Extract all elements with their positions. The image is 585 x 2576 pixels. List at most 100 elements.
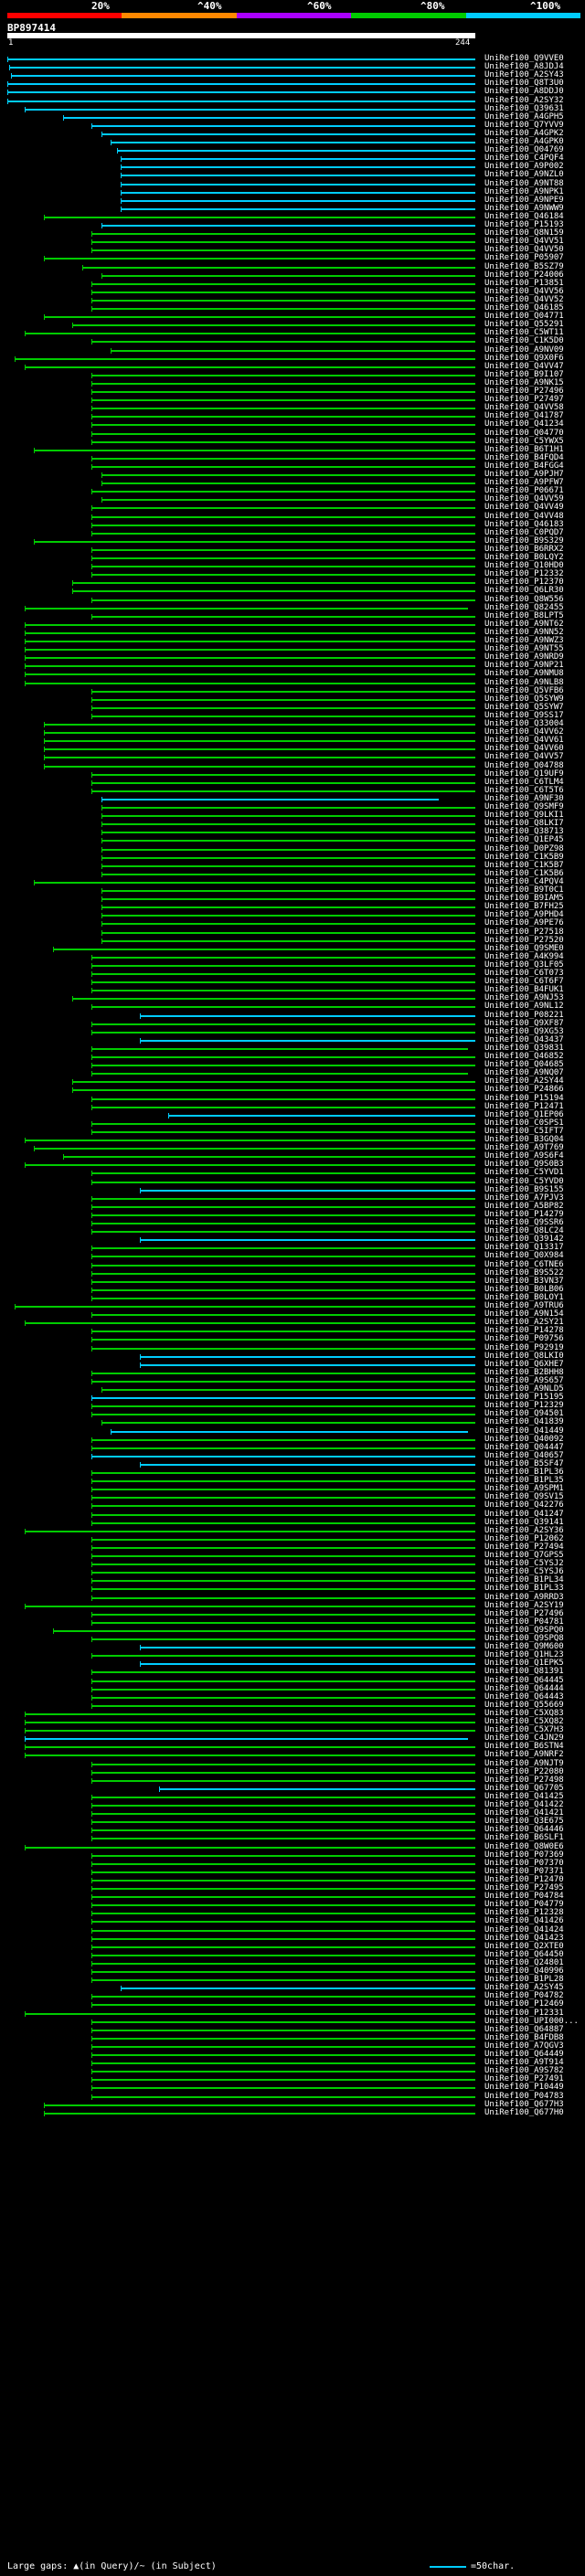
- hit-row[interactable]: UniRef100_B6STN4: [0, 1743, 585, 1751]
- hit-row[interactable]: UniRef100_P13851: [0, 279, 585, 288]
- hit-row[interactable]: UniRef100_P15194: [0, 1094, 585, 1103]
- hit-row[interactable]: UniRef100_P12370: [0, 578, 585, 587]
- hit-row[interactable]: UniRef100_P27496: [0, 387, 585, 396]
- hit-label[interactable]: UniRef100_B6SLF1: [484, 1833, 564, 1843]
- hit-label[interactable]: UniRef100_Q9VVE0: [484, 54, 564, 63]
- hit-row[interactable]: UniRef100_C5XQ82: [0, 1718, 585, 1726]
- hit-label[interactable]: UniRef100_A9S657: [484, 1375, 564, 1385]
- hit-row[interactable]: UniRef100_Q33004: [0, 720, 585, 728]
- hit-row[interactable]: UniRef100_P10449: [0, 2083, 585, 2092]
- hit-label[interactable]: UniRef100_Q41247: [484, 1509, 564, 1519]
- hit-label[interactable]: UniRef100_Q4VV52: [484, 294, 564, 304]
- hit-label[interactable]: UniRef100_C6T5T6: [484, 785, 564, 795]
- hit-label[interactable]: UniRef100_P27496: [484, 1608, 564, 1618]
- hit-row[interactable]: UniRef100_Q13317: [0, 1244, 585, 1252]
- hit-label[interactable]: UniRef100_Q10HD0: [484, 561, 564, 571]
- hit-label[interactable]: UniRef100_Q64446: [484, 1825, 564, 1835]
- hit-label[interactable]: UniRef100_P27491: [484, 2074, 564, 2084]
- hit-label[interactable]: UniRef100_C0PQD7: [484, 527, 564, 537]
- hit-row[interactable]: UniRef100_Q82455: [0, 603, 585, 612]
- hit-row[interactable]: UniRef100_Q9SPQ8: [0, 1635, 585, 1643]
- hit-label[interactable]: UniRef100_B4FGG4: [484, 461, 564, 471]
- hit-label[interactable]: UniRef100_P05907: [484, 253, 564, 263]
- hit-label[interactable]: UniRef100_C5YVD1: [484, 1168, 564, 1178]
- hit-label[interactable]: UniRef100_Q9S0B3: [484, 1160, 564, 1170]
- hit-row[interactable]: UniRef100_Q0X984: [0, 1252, 585, 1260]
- hit-row[interactable]: UniRef100_Q677H3: [0, 2100, 585, 2109]
- hit-label[interactable]: UniRef100_A9PFW7: [484, 478, 564, 488]
- hit-row[interactable]: UniRef100_A9NJ53: [0, 994, 585, 1002]
- hit-label[interactable]: UniRef100_Q8N159: [484, 228, 564, 239]
- hit-label[interactable]: UniRef100_A7QGV3: [484, 2041, 564, 2051]
- hit-label[interactable]: UniRef100_Q8LKI0: [484, 1351, 564, 1361]
- hit-row[interactable]: UniRef100_Q4VV52: [0, 294, 585, 304]
- hit-row[interactable]: UniRef100_B3GQ04: [0, 1136, 585, 1144]
- hit-row[interactable]: UniRef100_Q4VV47: [0, 362, 585, 371]
- hit-row[interactable]: UniRef100_UPI000...: [0, 2017, 585, 2026]
- hit-label[interactable]: UniRef100_Q9XG53: [484, 1026, 564, 1036]
- hit-row[interactable]: UniRef100_P12332: [0, 570, 585, 578]
- hit-label[interactable]: UniRef100_Q33004: [484, 719, 564, 728]
- hit-label[interactable]: UniRef100_C5YWX5: [484, 436, 564, 446]
- hit-label[interactable]: UniRef100_A9PJH7: [484, 470, 564, 479]
- hit-label[interactable]: UniRef100_A9NRD9: [484, 652, 564, 663]
- hit-row[interactable]: UniRef100_P12328: [0, 1909, 585, 1917]
- hit-label[interactable]: UniRef100_B9S329: [484, 535, 564, 546]
- hit-label[interactable]: UniRef100_Q40996: [484, 1966, 564, 1976]
- hit-label[interactable]: UniRef100_A9N154: [484, 1309, 564, 1320]
- hit-row[interactable]: UniRef100_P27497: [0, 396, 585, 404]
- hit-row[interactable]: UniRef100_Q8LC24: [0, 1227, 585, 1235]
- hit-row[interactable]: UniRef100_B3VN37: [0, 1277, 585, 1286]
- hit-row[interactable]: UniRef100_P27495: [0, 1884, 585, 1892]
- hit-row[interactable]: UniRef100_Q4VV61: [0, 737, 585, 745]
- hit-row[interactable]: UniRef100_Q4VV56: [0, 287, 585, 296]
- hit-label[interactable]: UniRef100_C6T6F7: [484, 977, 564, 987]
- hit-label[interactable]: UniRef100_A9NLD5: [484, 1384, 564, 1394]
- hit-row[interactable]: UniRef100_A9RRD3: [0, 1593, 585, 1602]
- hit-label[interactable]: UniRef100_Q5SYW9: [484, 694, 564, 704]
- hit-row[interactable]: UniRef100_Q9S0B3: [0, 1161, 585, 1169]
- hit-row[interactable]: UniRef100_A9NN52: [0, 628, 585, 637]
- hit-row[interactable]: UniRef100_B4FGG4: [0, 461, 585, 471]
- hit-label[interactable]: UniRef100_Q39141: [484, 1517, 564, 1527]
- hit-label[interactable]: UniRef100_P12328: [484, 1908, 564, 1918]
- hit-label[interactable]: UniRef100_Q9SV15: [484, 1492, 564, 1502]
- hit-label[interactable]: UniRef100_Q9XF87: [484, 1018, 564, 1028]
- hit-row[interactable]: UniRef100_B6RRX2: [0, 545, 585, 554]
- hit-label[interactable]: UniRef100_P27498: [484, 1775, 564, 1785]
- hit-label[interactable]: UniRef100_B0LB06: [484, 1284, 564, 1294]
- hit-label[interactable]: UniRef100_P09756: [484, 1334, 564, 1344]
- hit-row[interactable]: UniRef100_A9NPK1: [0, 187, 585, 196]
- hit-label[interactable]: UniRef100_A8JDJ4: [484, 62, 564, 72]
- hit-row[interactable]: UniRef100_B7FH25: [0, 903, 585, 911]
- hit-label[interactable]: UniRef100_C6T073: [484, 969, 564, 978]
- hit-row[interactable]: UniRef100_Q41421: [0, 1809, 585, 1818]
- hit-label[interactable]: UniRef100_Q677H0: [484, 2107, 564, 2117]
- hit-row[interactable]: UniRef100_A2SY45: [0, 1984, 585, 1992]
- hit-label[interactable]: UniRef100_A9PHD4: [484, 910, 564, 920]
- hit-row[interactable]: UniRef100_A4GPK2: [0, 129, 585, 138]
- hit-row[interactable]: UniRef100_Q39142: [0, 1235, 585, 1244]
- hit-row[interactable]: UniRef100_Q41423: [0, 1934, 585, 1943]
- hit-label[interactable]: UniRef100_B9S155: [484, 1184, 564, 1194]
- hit-label[interactable]: UniRef100_Q8W0E6: [484, 1841, 564, 1851]
- hit-label[interactable]: UniRef100_A9T769: [484, 1143, 564, 1153]
- hit-row[interactable]: UniRef100_P04779: [0, 1901, 585, 1909]
- hit-label[interactable]: UniRef100_Q04447: [484, 1442, 564, 1452]
- hit-row[interactable]: UniRef100_A2SY43: [0, 71, 585, 80]
- hit-row[interactable]: UniRef100_C6T073: [0, 970, 585, 978]
- hit-row[interactable]: UniRef100_Q41425: [0, 1792, 585, 1801]
- hit-row[interactable]: UniRef100_Q41234: [0, 420, 585, 429]
- hit-label[interactable]: UniRef100_Q41449: [484, 1426, 564, 1436]
- hit-row[interactable]: UniRef100_A9NLD5: [0, 1385, 585, 1394]
- hit-label[interactable]: UniRef100_Q46185: [484, 303, 564, 313]
- hit-label[interactable]: UniRef100_P12370: [484, 578, 564, 588]
- hit-label[interactable]: UniRef100_Q41839: [484, 1417, 564, 1427]
- hit-row[interactable]: UniRef100_Q41422: [0, 1801, 585, 1809]
- hit-label[interactable]: UniRef100_A9NWW9: [484, 203, 564, 213]
- hit-row[interactable]: UniRef100_P12471: [0, 1102, 585, 1111]
- hit-label[interactable]: UniRef100_P04779: [484, 1900, 564, 1910]
- hit-row[interactable]: UniRef100_Q7GPS5: [0, 1552, 585, 1560]
- hit-row[interactable]: UniRef100_Q04685: [0, 1061, 585, 1069]
- hit-row[interactable]: UniRef100_B9S329: [0, 535, 585, 546]
